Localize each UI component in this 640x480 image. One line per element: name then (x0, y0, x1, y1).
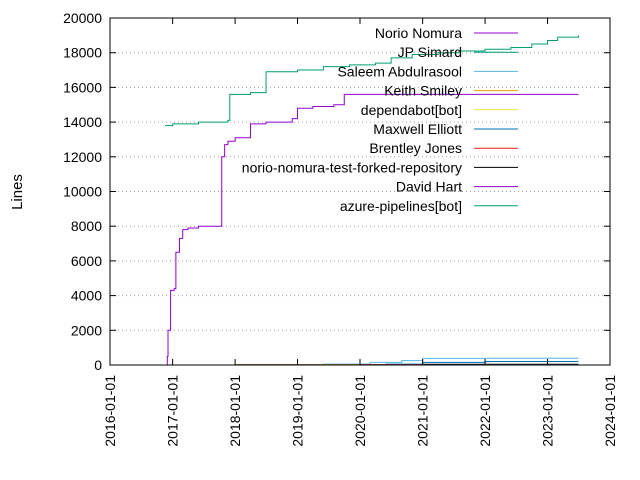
x-tick-label: 2021-01-01 (415, 375, 431, 447)
legend-entry-label: JP Simard (398, 44, 462, 60)
y-tick-label: 2000 (71, 322, 102, 338)
y-tick-label: 20000 (63, 10, 102, 26)
x-tick-label: 2016-01-01 (102, 375, 118, 447)
x-tick-label: 2023-01-01 (540, 375, 556, 447)
y-tick-label: 0 (94, 357, 102, 373)
legend-entry-label: David Hart (396, 179, 462, 195)
legend-entry-label: Keith Smiley (384, 83, 462, 99)
y-tick-label: 16000 (63, 79, 102, 95)
legend-entry-label: dependabot[bot] (361, 102, 462, 118)
y-tick-label: 18000 (63, 45, 102, 61)
x-tick-label: 2020-01-01 (352, 375, 368, 447)
y-axis: 0 2000 4000 6000 8000 10000 12000 14000 16000 180… (63, 10, 610, 373)
x-tick-label: 2018-01-01 (227, 375, 243, 447)
y-tick-label: 12000 (63, 149, 102, 165)
legend-entry-label: azure-pipelines[bot] (340, 198, 462, 214)
series-line-1 (165, 35, 580, 127)
x-tick-label: 2019-01-01 (290, 375, 306, 447)
x-tick-label: 2017-01-01 (165, 375, 181, 447)
x-tick-label: 2022-01-01 (477, 375, 493, 447)
legend-entry-label: Saleem Abdulrasool (337, 63, 462, 79)
legend-entry-label: Maxwell Elliott (373, 121, 462, 137)
y-axis-label: Lines (9, 174, 26, 210)
y-tick-label: 4000 (71, 288, 102, 304)
x-axis: 2016-01-01 2017-01-01 2018-01-01 2019-01-01… (102, 18, 618, 447)
y-tick-label: 8000 (71, 218, 102, 234)
legend-entry-label: norio-nomura-test-forked-repository (242, 159, 462, 175)
y-tick-label: 6000 (71, 253, 102, 269)
x-tick-label: 2024-01-01 (602, 375, 618, 447)
legend-entry-label: Norio Nomura (375, 25, 462, 41)
legend-entry-label: Brentley Jones (369, 140, 462, 156)
series-line-0 (166, 93, 579, 366)
legend: Norio Nomura JP Simard Saleem Abdulrasool K… (242, 25, 518, 214)
y-tick-label: 14000 (63, 114, 102, 130)
y-tick-label: 10000 (63, 184, 102, 200)
grid-lines (110, 52, 610, 331)
